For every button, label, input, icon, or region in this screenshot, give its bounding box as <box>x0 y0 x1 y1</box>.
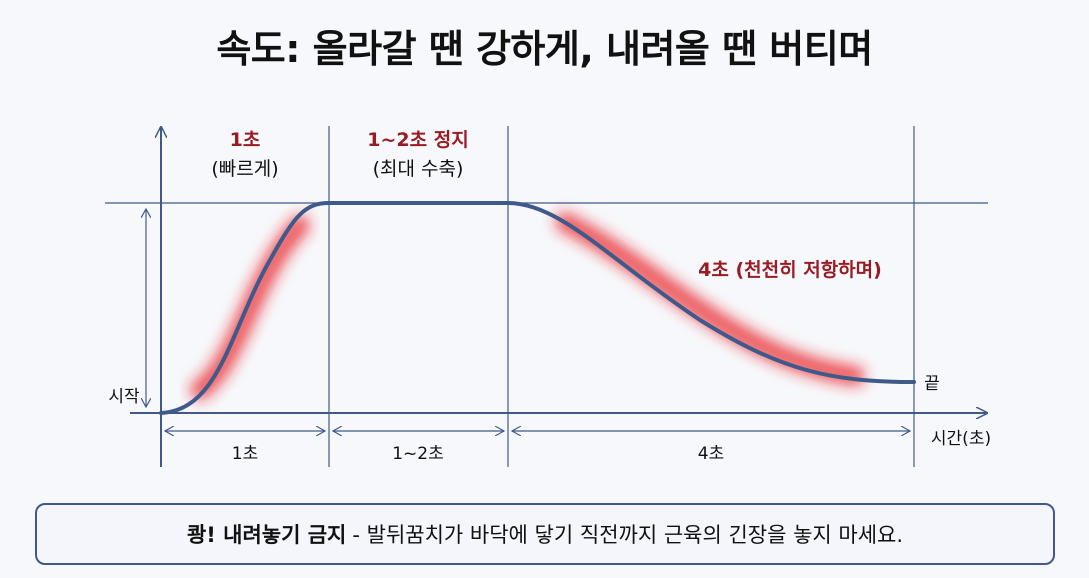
highlight-rise <box>190 215 310 400</box>
warning-note-text: - 발뒤꿈치가 바닥에 닿기 직전까지 근육의 긴장을 놓지 마세요. <box>352 523 904 547</box>
speed-curve <box>159 201 916 415</box>
phase3-title: 4초 (천천히 저항하며) <box>698 259 882 281</box>
phase2-subtitle: (최대 수축) <box>373 158 464 180</box>
dimension-label-2: 1~2초 <box>392 444 444 464</box>
phase1-title: 1초 <box>230 129 261 151</box>
phase1-subtitle: (빠르게) <box>211 158 278 180</box>
start-label: 시작 <box>108 387 140 407</box>
x-axis-label: 시간(초) <box>931 429 991 449</box>
phase2-title: 1~2초 정지 <box>367 129 468 151</box>
dimension-label-3: 4초 <box>698 444 724 464</box>
page-title: 속도: 올라갈 땐 강하게, 내려올 땐 버티며 <box>216 27 873 71</box>
end-label: 끝 <box>924 374 940 394</box>
dimension-label-1: 1초 <box>232 444 258 464</box>
warning-note: 쾅! 내려놓기 금지 - 발뒤꿈치가 바닥에 닿기 직전까지 근육의 긴장을 놓… <box>35 503 1055 565</box>
warning-note-strong: 쾅! 내려놓기 금지 <box>186 523 347 547</box>
highlight-descent <box>555 212 865 386</box>
